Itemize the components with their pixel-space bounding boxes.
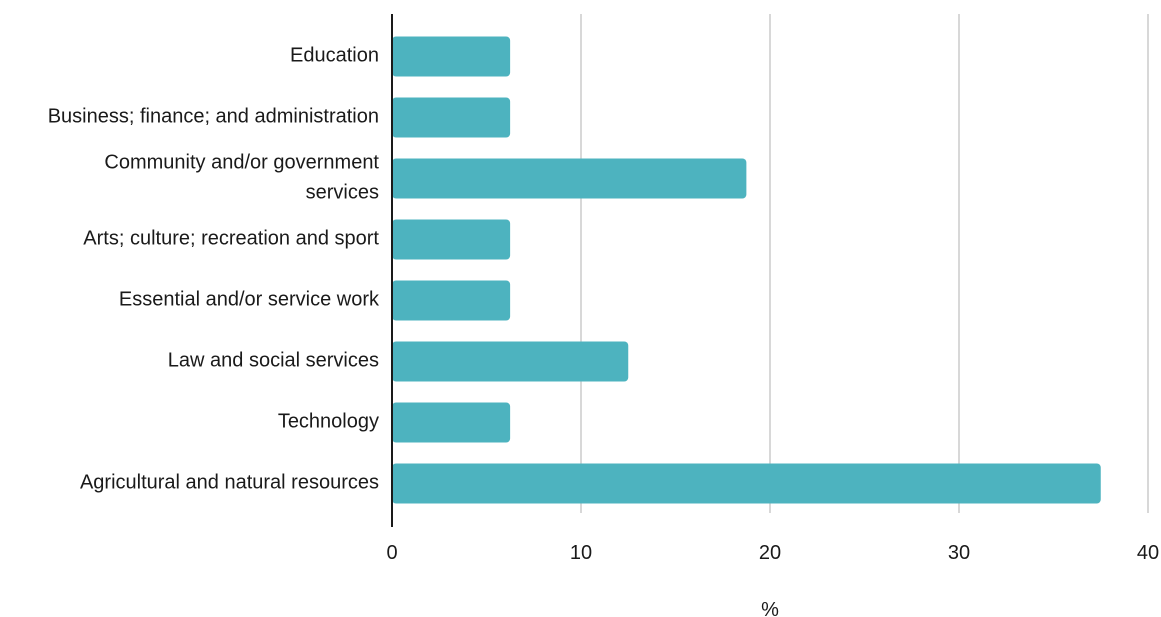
gridlines	[580, 14, 1149, 513]
category-label: Essential and/or service work	[119, 289, 380, 311]
category-label-line: Education	[290, 45, 379, 67]
x-tick-label: 10	[570, 542, 592, 564]
bar	[392, 341, 629, 382]
x-tick-label: 30	[948, 542, 970, 564]
x-tick-labels: 0 10 20 30 40	[386, 542, 1159, 564]
category-label: Agricultural and natural resources	[80, 472, 379, 494]
x-tick-label: 20	[759, 542, 781, 564]
bar	[392, 158, 747, 199]
category-label: Technology	[278, 411, 379, 433]
x-tick-label: 40	[1137, 542, 1159, 564]
category-label: Business; finance; and administration	[48, 106, 379, 128]
category-label-line: Law and social services	[168, 350, 379, 372]
bar	[392, 402, 511, 443]
bar	[392, 280, 511, 321]
category-label-line: Arts; culture; recreation and sport	[83, 228, 379, 250]
bar	[392, 219, 511, 260]
category-label-line: Business; finance; and administration	[48, 106, 379, 128]
x-axis-title: %	[761, 599, 779, 617]
category-labels: Education Business; finance; and administ…	[48, 45, 380, 494]
category-label-line: Agricultural and natural resources	[80, 472, 379, 494]
bars	[392, 36, 1101, 504]
x-tick-label: 0	[386, 542, 397, 564]
category-label-line: Essential and/or service work	[119, 289, 380, 311]
bar	[392, 36, 511, 77]
category-label: Community and/or government services	[104, 152, 379, 204]
bar	[392, 463, 1101, 504]
category-label-line: Community and/or government	[104, 152, 379, 174]
category-label: Arts; culture; recreation and sport	[83, 228, 379, 250]
category-label: Education	[290, 45, 379, 67]
category-label-line: services	[306, 182, 379, 204]
category-label-line: Technology	[278, 411, 379, 433]
category-label: Law and social services	[168, 350, 379, 372]
bar	[392, 97, 511, 138]
